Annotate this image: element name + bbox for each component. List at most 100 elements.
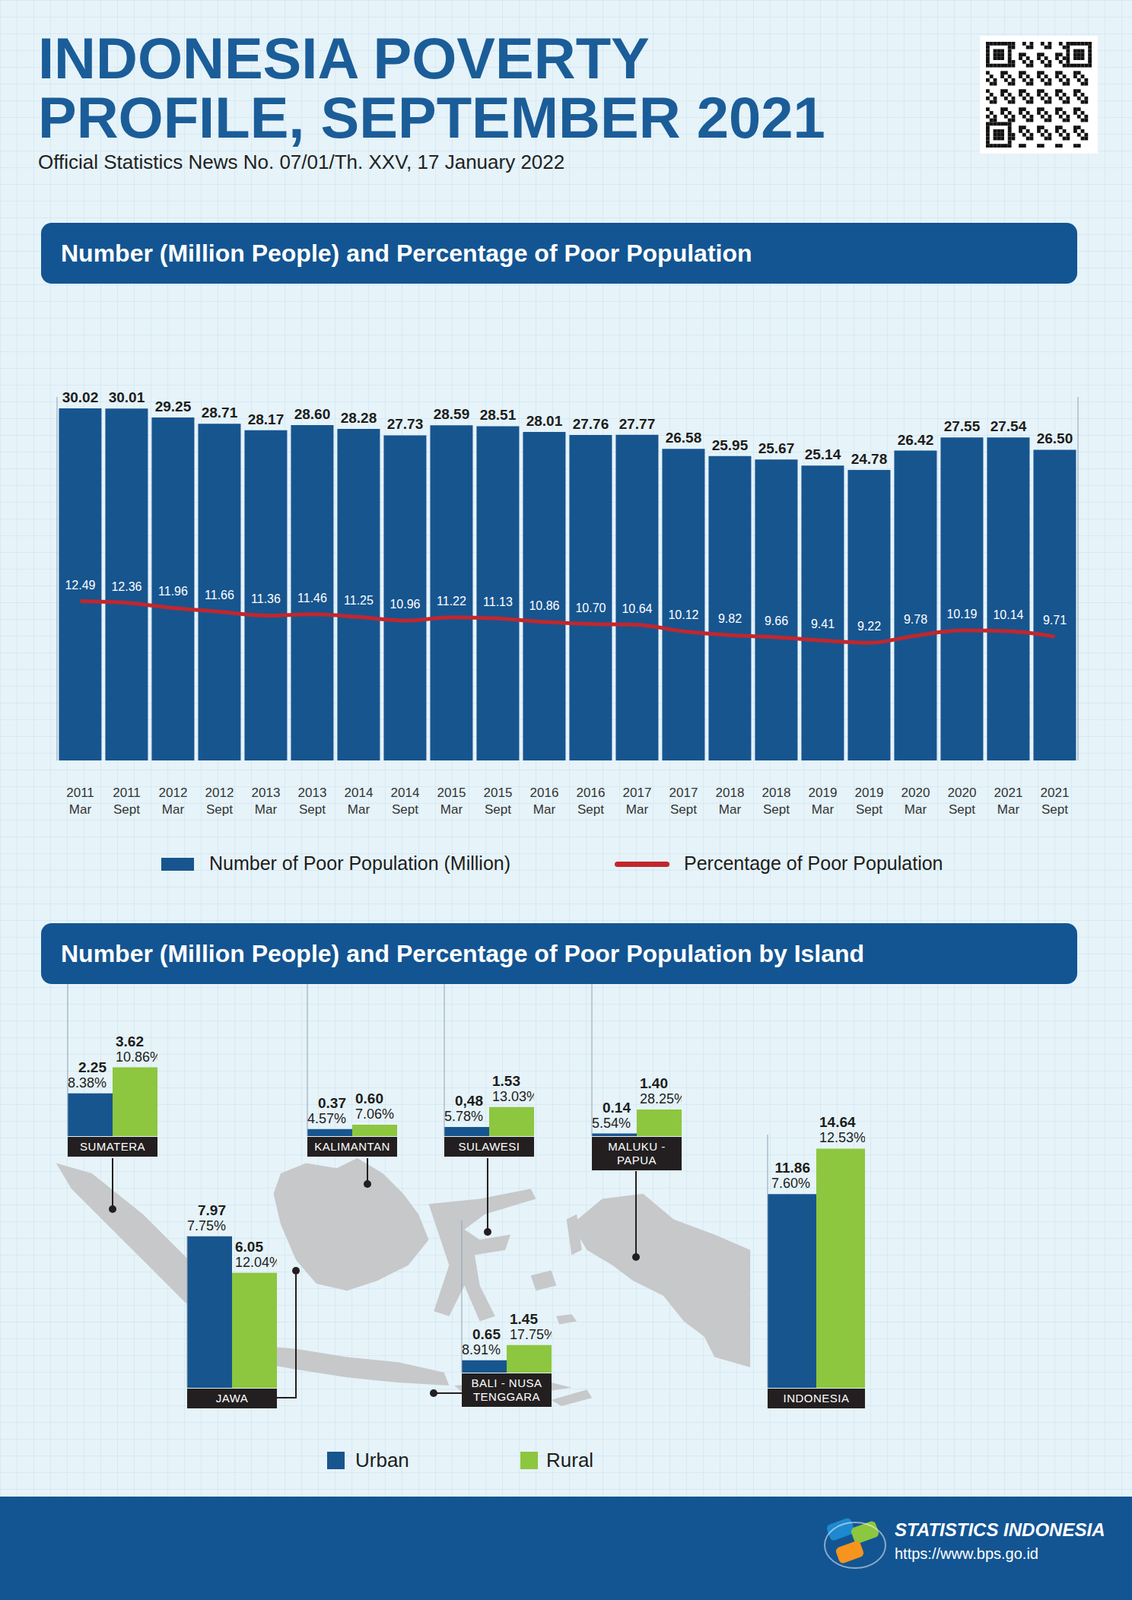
svg-text:10.70: 10.70 (575, 601, 606, 615)
svg-text:27.73: 27.73 (387, 416, 424, 433)
svg-text:28.59: 28.59 (433, 406, 471, 423)
svg-text:2016Sept: 2016Sept (576, 785, 606, 818)
html-text:BALI - NUSA TENGGARA: BALI - NUSA TENGGARA (471, 1376, 543, 1404)
svg-text:4.57%: 4.57% (307, 1111, 347, 1127)
svg-text:9.41: 9.41 (810, 617, 835, 631)
svg-text:2011Mar: 2011Mar (66, 785, 95, 818)
svg-text:11.96: 11.96 (158, 585, 188, 598)
svg-text:0.37: 0.37 (317, 1095, 347, 1112)
svg-text:28.01: 28.01 (526, 413, 563, 430)
svg-text:11.22: 11.22 (436, 594, 467, 608)
svg-text:27.55: 27.55 (944, 418, 981, 435)
svg-text:9.82: 9.82 (718, 612, 742, 626)
svg-text:9.66: 9.66 (764, 614, 789, 628)
svg-text:2012Mar: 2012Mar (158, 785, 188, 818)
svg-text:24.78: 24.78 (851, 451, 888, 468)
svg-text:2019Mar: 2019Mar (808, 785, 838, 818)
svg-text:12.49: 12.49 (64, 578, 96, 592)
svg-text:11.36: 11.36 (251, 592, 281, 606)
svg-text:12.53%: 12.53% (819, 1130, 865, 1146)
svg-text:7.60%: 7.60% (771, 1176, 811, 1192)
svg-text:2011Sept: 2011Sept (112, 785, 141, 818)
svg-text:30.01: 30.01 (108, 389, 146, 406)
html-text:Number (Million People) and Pe: Number (Million People) and Percentage o… (60, 939, 865, 968)
svg-text:9.71: 9.71 (1042, 613, 1067, 627)
svg-text:28.71: 28.71 (201, 404, 239, 421)
svg-text:17.75%: 17.75% (509, 1327, 552, 1343)
svg-text:25.95: 25.95 (712, 437, 749, 454)
svg-text:2018Mar: 2018Mar (715, 785, 745, 818)
svg-text:11.25: 11.25 (343, 594, 374, 608)
html-text:INDONESIA POVERTY PROFILE, SEP: INDONESIA POVERTY PROFILE, SEPTEMBER 202… (38, 25, 826, 150)
svg-text:10.86: 10.86 (528, 599, 560, 613)
svg-text:2020Sept: 2020Sept (947, 785, 977, 818)
svg-text:10.96: 10.96 (389, 597, 420, 611)
svg-text:27.77: 27.77 (619, 416, 656, 433)
svg-text:1.45: 1.45 (509, 1311, 538, 1328)
svg-text:10.64: 10.64 (621, 602, 652, 616)
svg-text:13.03%: 13.03% (492, 1089, 535, 1105)
svg-text:10.14: 10.14 (992, 608, 1024, 622)
svg-text:2016Mar: 2016Mar (530, 785, 560, 818)
svg-text:2013Sept: 2013Sept (298, 785, 328, 818)
svg-text:28.17: 28.17 (248, 411, 285, 428)
svg-text:7.75%: 7.75% (187, 1218, 226, 1234)
svg-text:2013Mar: 2013Mar (251, 785, 281, 818)
html-text:Official Statistics News No. 0: Official Statistics News No. 07/01/Th. X… (38, 150, 565, 174)
svg-text:26.58: 26.58 (665, 429, 703, 446)
svg-text:8.91%: 8.91% (461, 1342, 501, 1358)
svg-text:2015Mar: 2015Mar (437, 785, 467, 818)
svg-text:10.19: 10.19 (946, 607, 977, 621)
svg-text:1.53: 1.53 (492, 1073, 521, 1090)
svg-text:2018Sept: 2018Sept (762, 785, 792, 818)
svg-text:12.36: 12.36 (111, 580, 142, 594)
svg-text:0.14: 0.14 (602, 1100, 631, 1117)
svg-text:10.12: 10.12 (667, 608, 699, 622)
html-text:MALUKU - PAPUA: MALUKU - PAPUA (607, 1140, 666, 1167)
svg-text:29.25: 29.25 (155, 398, 192, 415)
svg-text:2020Mar: 2020Mar (901, 785, 931, 818)
svg-text:11.46: 11.46 (297, 591, 328, 605)
svg-text:2014Mar: 2014Mar (344, 785, 374, 818)
svg-text:2017Sept: 2017Sept (669, 785, 699, 818)
svg-text:5.54%: 5.54% (591, 1116, 631, 1132)
svg-text:0,48: 0,48 (454, 1093, 484, 1110)
svg-text:6.05: 6.05 (235, 1239, 264, 1256)
svg-text:26.50: 26.50 (1036, 430, 1074, 447)
svg-text:2019Sept: 2019Sept (855, 785, 884, 818)
svg-text:0.65: 0.65 (472, 1326, 501, 1343)
svg-text:2017Mar: 2017Mar (623, 785, 652, 818)
svg-text:0.60: 0.60 (355, 1090, 384, 1107)
svg-text:11.13: 11.13 (483, 595, 513, 609)
svg-text:11.86: 11.86 (775, 1160, 811, 1177)
svg-text:28.51: 28.51 (480, 407, 517, 423)
svg-text:3.62: 3.62 (115, 1033, 144, 1050)
svg-text:8.38%: 8.38% (67, 1075, 107, 1091)
svg-text:14.64: 14.64 (819, 1114, 856, 1131)
svg-text:1.40: 1.40 (639, 1075, 668, 1092)
svg-text:5.78%: 5.78% (444, 1109, 484, 1125)
svg-text:12.04%: 12.04% (235, 1255, 277, 1271)
svg-text:26.42: 26.42 (897, 432, 935, 449)
svg-text:11.66: 11.66 (204, 588, 235, 602)
svg-text:2021Sept: 2021Sept (1040, 785, 1070, 818)
svg-text:28.60: 28.60 (294, 406, 331, 423)
svg-text:28.28: 28.28 (340, 410, 378, 427)
svg-text:27.54: 27.54 (990, 418, 1028, 435)
svg-text:2012Sept: 2012Sept (205, 785, 235, 818)
svg-text:2.25: 2.25 (78, 1059, 107, 1076)
svg-text:27.76: 27.76 (572, 416, 610, 433)
html-text:Number (Million People) and Pe: Number (Million People) and Percentage o… (60, 239, 753, 267)
svg-text:7.06%: 7.06% (355, 1106, 395, 1123)
svg-text:25.14: 25.14 (804, 446, 842, 463)
svg-text:2015Sept: 2015Sept (483, 785, 513, 818)
svg-text:9.78: 9.78 (903, 613, 928, 627)
svg-text:30.02: 30.02 (62, 389, 99, 406)
svg-text:28.25%: 28.25% (639, 1091, 682, 1107)
svg-text:10.86%: 10.86% (115, 1049, 158, 1066)
svg-text:9.22: 9.22 (857, 620, 881, 633)
svg-text:7.97: 7.97 (197, 1202, 226, 1219)
svg-text:2021Mar: 2021Mar (994, 785, 1024, 818)
svg-text:2014Sept: 2014Sept (391, 785, 420, 818)
svg-text:25.67: 25.67 (758, 440, 795, 457)
